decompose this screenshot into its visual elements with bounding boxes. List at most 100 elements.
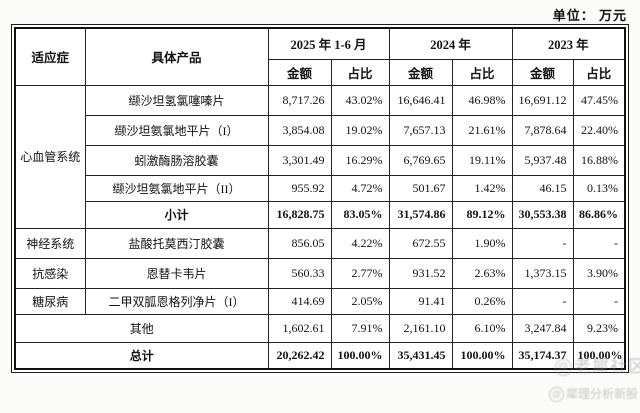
unit-label: 单位： 万元 bbox=[552, 8, 627, 23]
amount-cell: 560.33 bbox=[267, 257, 332, 289]
amount-cell: 3,301.49 bbox=[267, 144, 332, 176]
ratio-cell: 16.88% bbox=[572, 144, 626, 176]
product-cell: 缬沙坦氨氯地平片（II） bbox=[84, 174, 269, 202]
ratio-cell: 0.26% bbox=[451, 287, 513, 315]
ratio-cell: 19.02% bbox=[330, 114, 390, 146]
header-amount-2023: 金额 bbox=[511, 58, 574, 86]
amount-cell: 35,431.45 bbox=[388, 341, 453, 370]
amount-cell: 1,602.61 bbox=[267, 313, 332, 343]
ratio-cell: 43.02% bbox=[330, 84, 390, 116]
ratio-cell: 22.40% bbox=[572, 114, 626, 146]
table-row: 蚓激酶肠溶胶囊 3,301.49 16.29% 6,769.65 19.11% … bbox=[15, 144, 626, 176]
indication-cell: 抗感染 bbox=[14, 257, 86, 289]
other-label-cell: 其他 bbox=[14, 313, 269, 343]
data-table: 适应症 具体产品 2025 年 1-6 月 2024 年 2023 年 金额 占… bbox=[14, 27, 627, 370]
ratio-cell: 2.05% bbox=[330, 287, 390, 315]
ratio-cell: 4.72% bbox=[330, 174, 390, 202]
header-ratio-2025: 占比 bbox=[330, 58, 390, 86]
ratio-cell: 47.45% bbox=[572, 84, 626, 116]
header-ratio-2023: 占比 bbox=[572, 58, 626, 86]
ratio-cell: 89.12% bbox=[451, 200, 513, 229]
amount-cell: 672.55 bbox=[388, 227, 453, 259]
table-row: 心血管系统 缬沙坦氢氯噻嗪片 8,717.26 43.02% 16,646.41… bbox=[14, 84, 626, 229]
watermark-logo-icon: @ bbox=[548, 387, 564, 403]
table-row: 抗感染 恩替卡韦片 560.33 2.77% 931.52 2.63% 1,37… bbox=[14, 257, 626, 289]
header-indication: 适应症 bbox=[14, 27, 86, 86]
ratio-cell: 1.42% bbox=[451, 174, 513, 202]
ratio-cell: 4.22% bbox=[330, 227, 390, 259]
subtotal-row: 小计 16,828.75 83.05% 31,574.86 89.12% 30,… bbox=[15, 200, 626, 229]
product-cell: 缬沙坦氢氯噻嗪片 bbox=[84, 84, 269, 116]
amount-cell: 7,878.64 bbox=[511, 114, 574, 146]
table-row: 缬沙坦氨氯地平片（I） 3,854.08 19.02% 7,657.13 21.… bbox=[15, 114, 626, 146]
header-ratio-2024: 占比 bbox=[451, 58, 513, 86]
amount-cell: 30,553.38 bbox=[511, 200, 574, 229]
amount-cell: 20,262.42 bbox=[267, 341, 332, 370]
subtotal-label-cell: 小计 bbox=[84, 200, 269, 229]
table-row: 神经系统 盐酸托莫西汀胶囊 856.05 4.22% 672.55 1.90% … bbox=[14, 227, 626, 259]
other-row: 其他 1,602.61 7.91% 2,161.10 6.10% 3,247.8… bbox=[14, 313, 626, 343]
ratio-cell: 21.61% bbox=[451, 114, 513, 146]
header-period-2025h1: 2025 年 1-6 月 bbox=[267, 27, 390, 60]
total-label-cell: 总计 bbox=[14, 341, 269, 370]
amount-cell: 6,769.65 bbox=[388, 144, 453, 176]
product-cell: 缬沙坦氨氯地平片（I） bbox=[84, 114, 269, 146]
amount-cell: 414.69 bbox=[267, 287, 332, 315]
ratio-cell: 6.10% bbox=[451, 313, 513, 343]
amount-cell: 5,937.48 bbox=[511, 144, 574, 176]
amount-cell: 91.41 bbox=[388, 287, 453, 315]
product-cell: 恩替卡韦片 bbox=[84, 257, 269, 289]
amount-cell: 856.05 bbox=[267, 227, 332, 259]
amount-cell: 8,717.26 bbox=[267, 84, 332, 116]
ratio-cell: 100.00% bbox=[451, 341, 513, 370]
amount-cell: 35,174.37 bbox=[511, 341, 574, 370]
amount-cell: 931.52 bbox=[388, 257, 453, 289]
ratio-cell: 2.63% bbox=[451, 257, 513, 289]
ratio-cell: 9.23% bbox=[572, 313, 626, 343]
amount-cell: 16,828.75 bbox=[267, 200, 332, 229]
amount-cell: - bbox=[511, 287, 574, 315]
ratio-cell: 19.11% bbox=[451, 144, 513, 176]
amount-cell: 46.15 bbox=[511, 174, 574, 202]
product-cell: 二甲双胍恩格列净片（I） bbox=[84, 287, 269, 315]
header-row-periods: 适应症 具体产品 2025 年 1-6 月 2024 年 2023 年 bbox=[14, 27, 626, 86]
ratio-cell: - bbox=[572, 227, 626, 259]
amount-cell: 31,574.86 bbox=[388, 200, 453, 229]
ratio-cell: 3.90% bbox=[572, 257, 626, 289]
amount-cell: 2,161.10 bbox=[388, 313, 453, 343]
ratio-cell: 0.13% bbox=[572, 174, 626, 202]
ratio-cell: 2.77% bbox=[330, 257, 390, 289]
header-period-2023: 2023 年 bbox=[511, 27, 626, 60]
amount-cell: - bbox=[511, 227, 574, 259]
total-row: 总计 20,262.42 100.00% 35,431.45 100.00% 3… bbox=[14, 341, 626, 370]
amount-cell: 16,691.12 bbox=[511, 84, 574, 116]
indication-cell: 神经系统 bbox=[14, 227, 86, 259]
table-row: 缬沙坦氨氯地平片（II） 955.92 4.72% 501.67 1.42% 4… bbox=[15, 174, 626, 202]
amount-cell: 7,657.13 bbox=[388, 114, 453, 146]
amount-cell: 3,854.08 bbox=[267, 114, 332, 146]
table-row: 糖尿病 二甲双胍恩格列净片（I） 414.69 2.05% 91.41 0.26… bbox=[14, 287, 626, 315]
product-cell: 盐酸托莫西汀胶囊 bbox=[84, 227, 269, 259]
header-period-2024: 2024 年 bbox=[388, 27, 513, 60]
ratio-cell: 1.90% bbox=[451, 227, 513, 259]
ratio-cell: 83.05% bbox=[330, 200, 390, 229]
revenue-by-product-table: 适应症 具体产品 2025 年 1-6 月 2024 年 2023 年 金额 占… bbox=[11, 24, 629, 373]
indication-cell: 糖尿病 bbox=[14, 287, 86, 315]
watermark-line2: @ 犀理分析新股 bbox=[548, 385, 638, 403]
ratio-cell: 100.00% bbox=[572, 341, 626, 370]
amount-cell: 955.92 bbox=[267, 174, 332, 202]
amount-cell: 3,247.84 bbox=[511, 313, 574, 343]
product-cell: 蚓激酶肠溶胶囊 bbox=[84, 144, 269, 176]
header-amount-2024: 金额 bbox=[388, 58, 453, 86]
ratio-cell: 16.29% bbox=[330, 144, 390, 176]
watermark-handle: 犀理分析新股 bbox=[565, 387, 638, 401]
ratio-cell: 100.00% bbox=[330, 341, 390, 370]
ratio-cell: 46.98% bbox=[451, 84, 513, 116]
ratio-cell: 86.86% bbox=[572, 200, 626, 229]
header-product: 具体产品 bbox=[84, 27, 269, 86]
header-amount-2025: 金额 bbox=[267, 58, 332, 86]
header-row-measures: 金额 占比 金额 占比 金额 占比 bbox=[15, 58, 626, 86]
ratio-cell: 7.91% bbox=[330, 313, 390, 343]
ratio-cell: - bbox=[572, 287, 626, 315]
amount-cell: 16,646.41 bbox=[388, 84, 453, 116]
